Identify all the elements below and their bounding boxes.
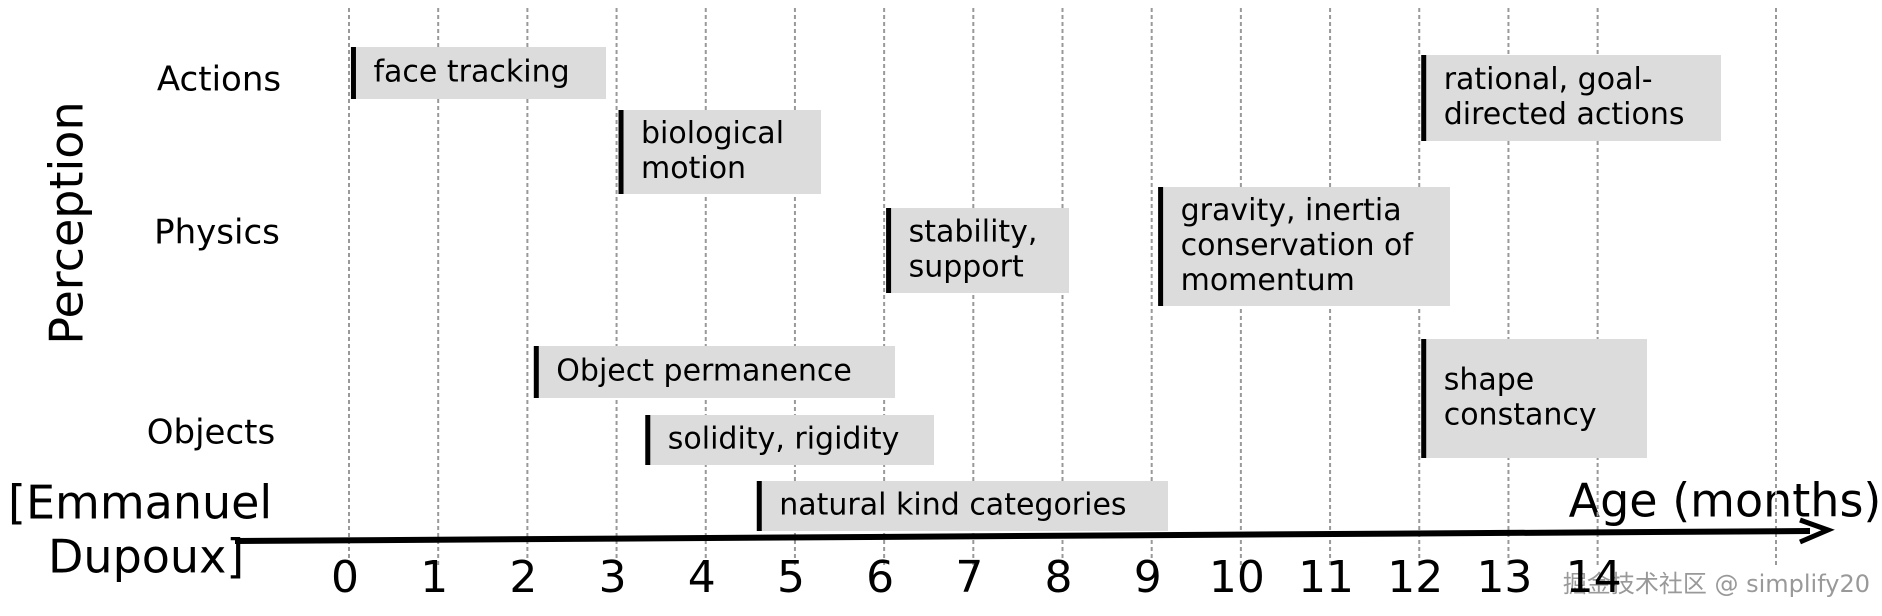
row-label: Actions [157, 60, 281, 100]
event: stability,support [886, 208, 1069, 293]
event-box [647, 415, 934, 465]
x-tick-label: 7 [955, 552, 983, 603]
x-tick-label: 1 [420, 552, 448, 603]
event-box [888, 208, 1069, 293]
event-label: conservation of [1181, 228, 1415, 263]
event-box [1160, 187, 1450, 306]
event-label: face tracking [373, 55, 569, 90]
event: solidity, rigidity [645, 415, 934, 465]
event-box [621, 110, 821, 194]
event-label: shape [1444, 363, 1535, 398]
x-tick-label: 14 [1566, 552, 1622, 603]
event-start [1421, 339, 1427, 458]
x-tick-label: 0 [331, 552, 359, 603]
x-tick-label: 11 [1298, 552, 1354, 603]
watermark: 掘金技术社区 @ simplify20 [1563, 570, 1870, 598]
event-box [1423, 339, 1647, 458]
row-label: Objects [147, 413, 275, 453]
x-axis [234, 528, 1811, 544]
y-axis-label: Perception [40, 101, 94, 344]
x-tick-label: 12 [1387, 552, 1443, 603]
event-label: directed actions [1444, 97, 1685, 132]
x-tick-label: 13 [1476, 552, 1532, 603]
event-start [756, 481, 762, 531]
event-box [1423, 55, 1721, 141]
event-label: support [909, 250, 1024, 285]
event-label: rational, goal- [1444, 62, 1653, 97]
event-label: Object permanence [556, 354, 852, 389]
event: rational, goal-directed actions [1421, 55, 1721, 141]
event: natural kind categories [756, 481, 1168, 531]
x-tick-label: 4 [688, 552, 716, 603]
event-box [536, 346, 895, 398]
x-tick-label: 2 [509, 552, 537, 603]
event-start [533, 346, 539, 398]
event-start [1158, 187, 1164, 306]
event-label: solidity, rigidity [668, 422, 900, 457]
event: Object permanence [533, 346, 895, 398]
event-label: momentum [1181, 263, 1355, 298]
event-start [1421, 55, 1427, 141]
event-start [618, 110, 624, 194]
x-tick-label: 10 [1209, 552, 1265, 603]
x-tick-label: 8 [1045, 552, 1073, 603]
x-tick-label: 9 [1134, 552, 1162, 603]
annotation: [Emmanuel [8, 476, 272, 530]
axis-arrow [1799, 517, 1835, 545]
row-label: Physics [154, 213, 280, 253]
event-start [645, 415, 651, 465]
event-label: biological [641, 116, 784, 151]
event-start [350, 47, 356, 99]
annotation: Dupoux] [48, 530, 244, 584]
x-tick-label: 6 [866, 552, 894, 603]
x-tick-label: 5 [777, 552, 805, 603]
event-label: natural kind categories [779, 488, 1126, 523]
x-axis-label: Age (months) [1569, 474, 1882, 528]
x-tick-label: 3 [599, 552, 627, 603]
event-start [886, 208, 892, 293]
event-label: constancy [1444, 398, 1597, 433]
event-box [353, 47, 606, 99]
event: face tracking [350, 47, 606, 99]
event-label: gravity, inertia [1181, 193, 1402, 228]
event-label: motion [641, 151, 746, 186]
event-box [759, 481, 1168, 531]
event-label: stability, [909, 215, 1038, 250]
